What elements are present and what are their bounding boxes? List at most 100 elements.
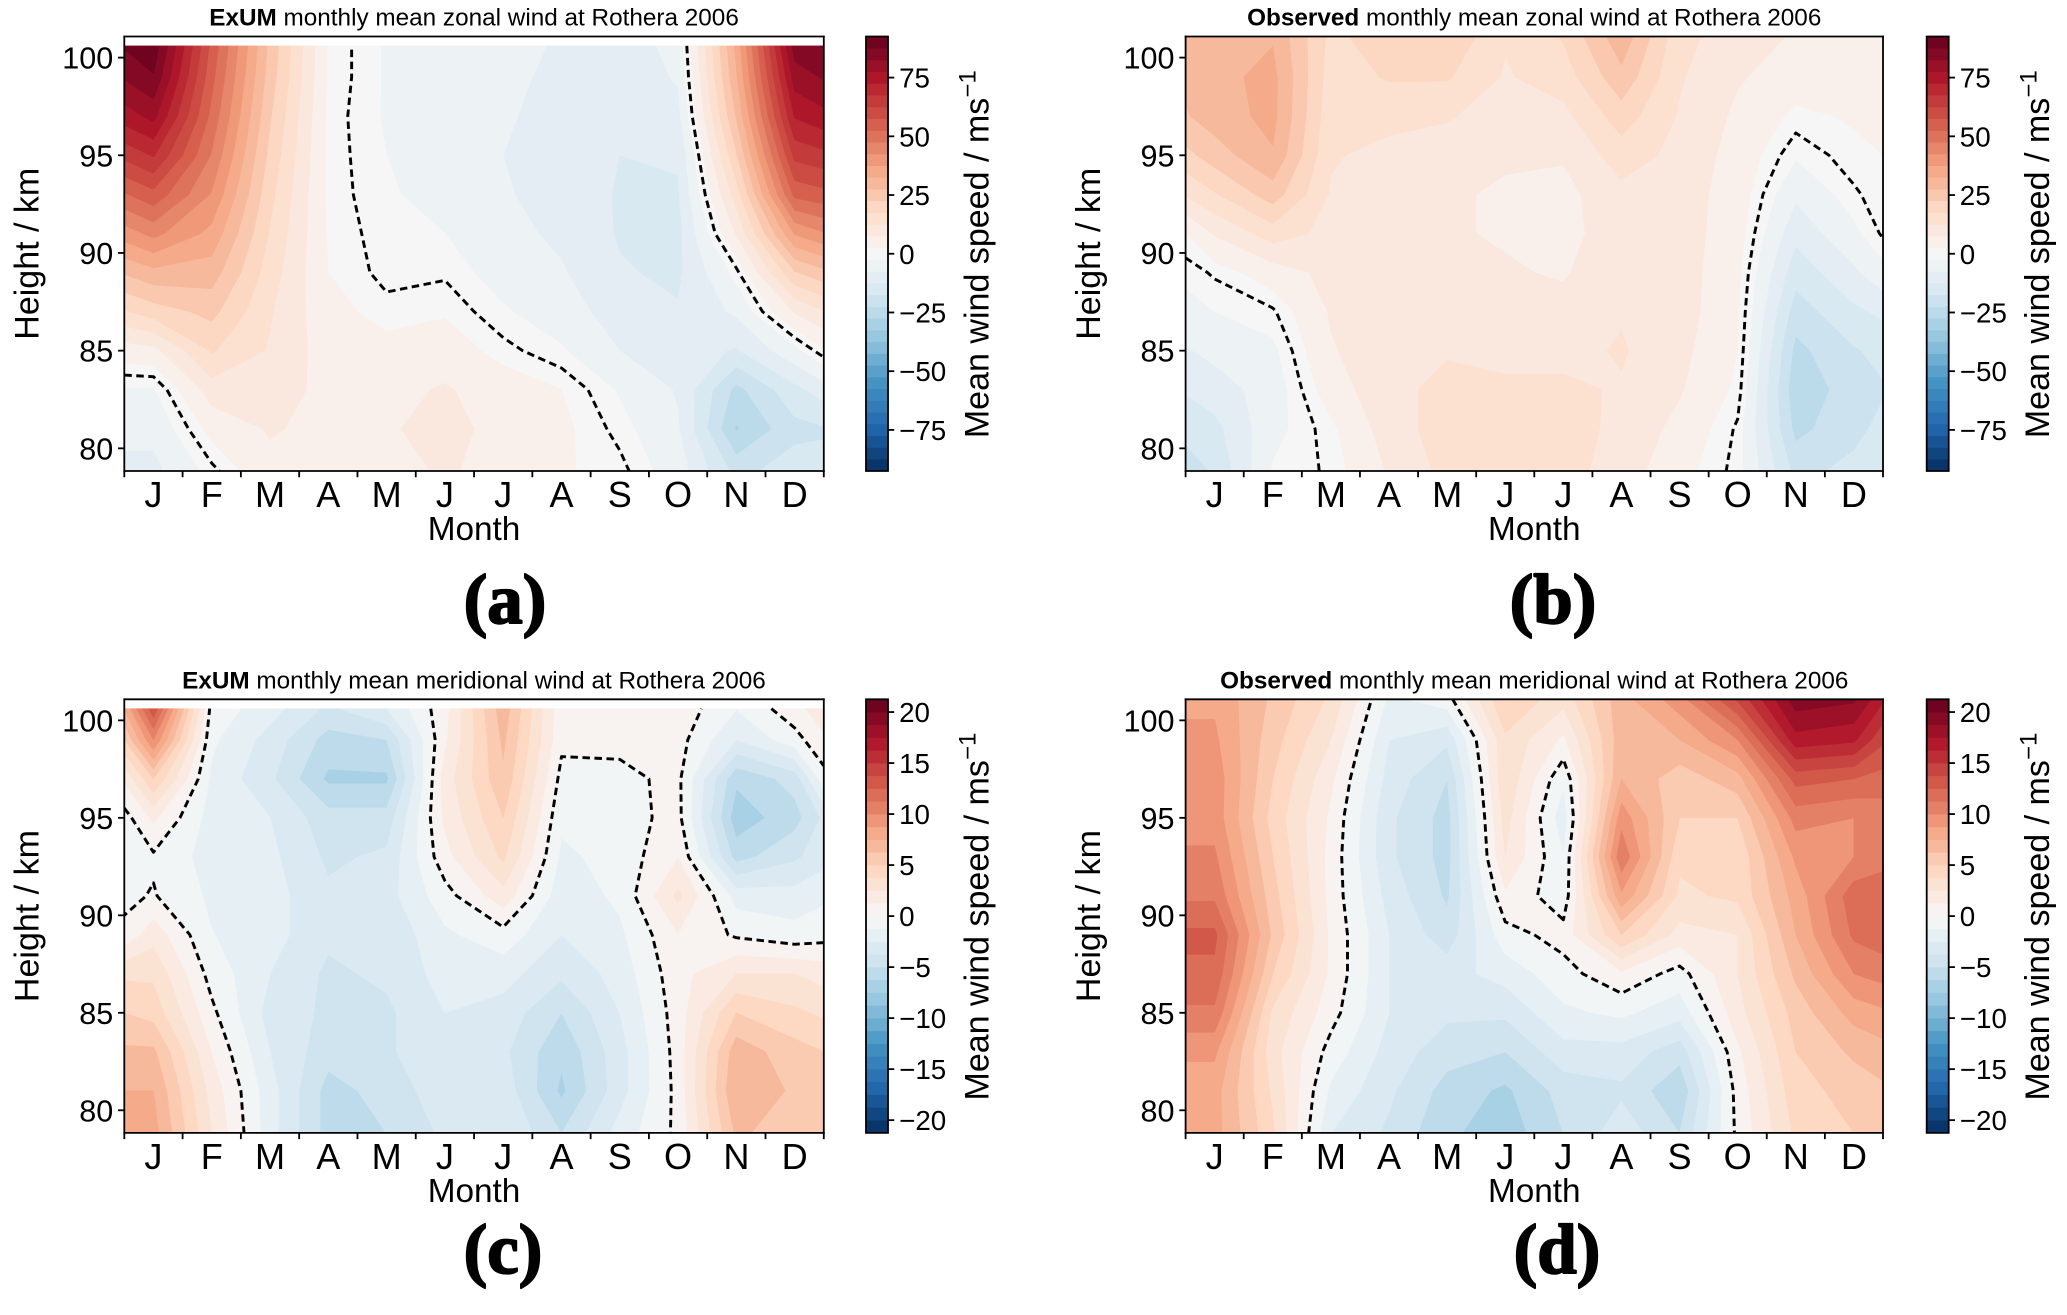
svg-text:F: F (1262, 474, 1284, 515)
svg-text:15: 15 (899, 748, 930, 779)
svg-text:J: J (494, 474, 512, 515)
svg-text:M: M (1432, 1136, 1462, 1177)
svg-text:90: 90 (1141, 899, 1175, 933)
svg-text:M: M (372, 474, 402, 515)
svg-text:20: 20 (899, 697, 930, 728)
svg-text:O: O (664, 1136, 692, 1177)
svg-text:A: A (1377, 474, 1402, 515)
svg-text:−15: −15 (899, 1054, 946, 1085)
svg-text:N: N (1783, 1136, 1809, 1177)
svg-text:15: 15 (1960, 748, 1991, 779)
svg-text:100: 100 (1124, 704, 1175, 738)
svg-text:10: 10 (1960, 799, 1991, 830)
svg-text:A: A (1609, 1136, 1634, 1177)
svg-text:M e a n: M e a n w i n d s p e e d / m s − 1 (2015, 733, 2057, 1101)
svg-text:M: M (1316, 474, 1346, 515)
svg-text:M: M (1432, 474, 1462, 515)
svg-text:D: D (782, 474, 808, 515)
svg-text:A: A (1609, 474, 1634, 515)
svg-text:80: 80 (79, 1094, 113, 1128)
svg-text:0: 0 (899, 239, 914, 270)
svg-text:80: 80 (1141, 432, 1175, 466)
svg-text:80: 80 (79, 432, 113, 466)
svg-text:S: S (608, 474, 632, 515)
svg-text:−20: −20 (1960, 1105, 2007, 1136)
svg-text:−75: −75 (899, 415, 946, 446)
svg-text:M e a n: M e a n w i n d s p e e d / m s − 1 (2015, 70, 2057, 438)
svg-text:F: F (1262, 1136, 1284, 1177)
svg-text:Month: Month (1488, 511, 1581, 548)
svg-text:0: 0 (1960, 901, 1975, 932)
svg-text:Height / km: Height / km (8, 168, 46, 340)
svg-text:J: J (1496, 474, 1514, 515)
svg-text:75: 75 (1960, 63, 1991, 94)
svg-text:O: O (664, 474, 692, 515)
svg-text:A: A (549, 474, 574, 515)
svg-text:100: 100 (62, 42, 113, 76)
svg-text:D: D (1841, 474, 1867, 515)
svg-text:75: 75 (899, 63, 930, 94)
svg-text:5: 5 (899, 850, 914, 881)
svg-text:20: 20 (1960, 697, 1991, 728)
svg-text:N: N (723, 474, 749, 515)
svg-text:N: N (723, 1136, 749, 1177)
svg-text:80: 80 (1141, 1094, 1175, 1128)
svg-text:D: D (1841, 1136, 1867, 1177)
svg-text:O b s e: O b s e r v e d m o n t h l y m e a n m … (1220, 667, 1848, 694)
svg-text:−25: −25 (1960, 298, 2007, 329)
svg-text:25: 25 (1960, 180, 1991, 211)
svg-text:M e a n: M e a n w i n d s p e e d / m s − 1 (955, 70, 997, 438)
svg-text:85: 85 (1141, 997, 1175, 1031)
svg-text:A: A (1377, 1136, 1402, 1177)
svg-text:A: A (549, 1136, 574, 1177)
svg-text:J: J (1554, 474, 1572, 515)
svg-text:100: 100 (62, 704, 113, 738)
svg-text:90: 90 (79, 899, 113, 933)
svg-text:J: J (1554, 1136, 1572, 1177)
svg-text:M e a n: M e a n w i n d s p e e d / m s − 1 (955, 733, 997, 1101)
svg-text:85: 85 (1141, 335, 1175, 369)
svg-text:D: D (782, 1136, 808, 1177)
svg-text:M: M (255, 1136, 285, 1177)
svg-text:Month: Month (428, 1173, 521, 1210)
svg-text:−20: −20 (899, 1105, 946, 1136)
svg-text:85: 85 (79, 997, 113, 1031)
svg-text:10: 10 (899, 799, 930, 830)
svg-text:−50: −50 (1960, 356, 2007, 387)
svg-text:Height / km: Height / km (8, 830, 46, 1002)
svg-text:5: 5 (1960, 850, 1975, 881)
svg-text:F: F (201, 474, 223, 515)
svg-text:50: 50 (1960, 121, 1991, 152)
svg-text:0: 0 (899, 901, 914, 932)
svg-text:−25: −25 (899, 298, 946, 329)
svg-text:J: J (1496, 1136, 1514, 1177)
svg-text:95: 95 (1141, 802, 1175, 836)
svg-text:100: 100 (1124, 42, 1175, 76)
svg-text:J: J (436, 474, 454, 515)
svg-text:90: 90 (79, 237, 113, 271)
svg-text:Height / km: Height / km (1070, 168, 1108, 340)
svg-text:O: O (1724, 1136, 1752, 1177)
svg-text:J: J (436, 1136, 454, 1177)
svg-text:M: M (372, 1136, 402, 1177)
svg-text:Month: Month (1488, 1173, 1581, 1210)
svg-text:J: J (144, 474, 162, 515)
svg-text:J: J (1206, 474, 1224, 515)
svg-text:90: 90 (1141, 237, 1175, 271)
svg-text:S: S (1668, 474, 1692, 515)
svg-text:Height / km: Height / km (1070, 830, 1108, 1002)
svg-text:M: M (255, 474, 285, 515)
svg-text:−5: −5 (1960, 952, 1992, 983)
svg-text:95: 95 (79, 802, 113, 836)
svg-text:A: A (316, 474, 341, 515)
svg-text:50: 50 (899, 121, 930, 152)
svg-text:J: J (1206, 1136, 1224, 1177)
svg-text:−10: −10 (899, 1003, 946, 1034)
svg-text:S: S (608, 1136, 632, 1177)
svg-text:O: O (1724, 474, 1752, 515)
svg-text:−50: −50 (899, 356, 946, 387)
svg-text:95: 95 (1141, 139, 1175, 173)
svg-text:J: J (144, 1136, 162, 1177)
svg-text:M: M (1316, 1136, 1346, 1177)
svg-text:E x U M: E x U M m o n t h l y m e a n z o n a l … (209, 4, 739, 31)
